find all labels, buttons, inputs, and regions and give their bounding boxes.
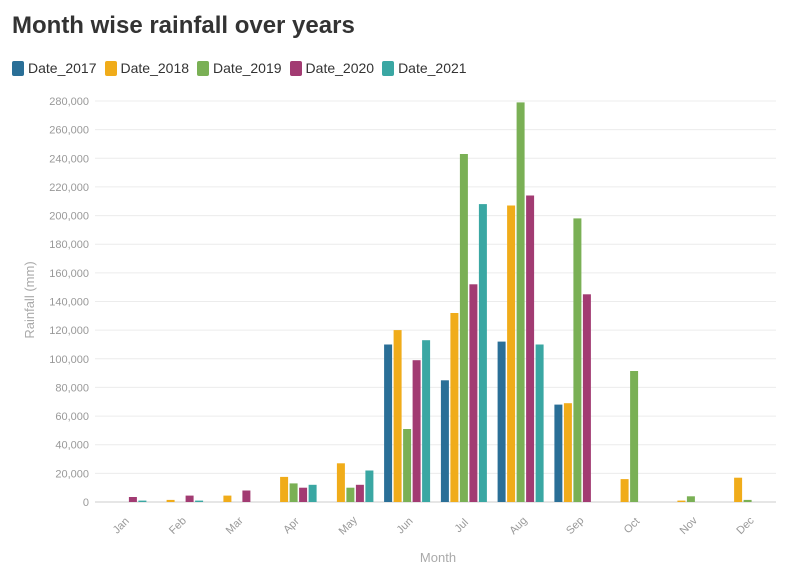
bar-date-2017-aug[interactable] — [497, 341, 506, 502]
bar-date-2020-jan[interactable] — [128, 497, 137, 502]
x-tick-label: Feb — [167, 515, 189, 537]
x-tick-label: Aug — [507, 515, 529, 537]
x-tick-label: Apr — [281, 515, 302, 536]
legend-label: Date_2020 — [305, 60, 375, 76]
bar-date-2018-sep[interactable] — [563, 403, 572, 502]
x-tick-label: Oct — [622, 516, 643, 537]
legend-label: Date_2017 — [28, 60, 97, 76]
bar-date-2020-may[interactable] — [355, 484, 364, 502]
legend-item[interactable]: Date_2017 — [12, 60, 97, 76]
bar-date-2018-nov[interactable] — [677, 500, 686, 502]
legend-swatch — [12, 60, 24, 76]
bar-date-2021-aug[interactable] — [535, 344, 544, 503]
y-tick-label: 260,000 — [49, 125, 89, 137]
y-tick-label: 280,000 — [49, 96, 89, 108]
legend-item[interactable]: Date_2021 — [382, 60, 467, 76]
bar-date-2018-dec[interactable] — [734, 477, 743, 502]
bar-date-2020-apr[interactable] — [299, 487, 308, 502]
chart-title: Month wise rainfall over years — [12, 12, 355, 39]
bar-date-2019-oct[interactable] — [630, 371, 639, 502]
legend-swatch — [289, 60, 302, 76]
y-axis-ticks: 0 20,000 40,000 60,000 80,000 100,000 120,000 1… — [49, 96, 89, 509]
bar-date-2020-mar[interactable] — [242, 490, 251, 503]
bar-date-2018-mar[interactable] — [223, 495, 232, 502]
bar-date-2018-feb[interactable] — [166, 499, 175, 502]
bar-date-2019-aug[interactable] — [516, 102, 525, 503]
y-tick-label: 220,000 — [49, 182, 89, 194]
bar-date-2021-jan[interactable] — [138, 500, 147, 502]
y-tick-label: 240,000 — [49, 153, 89, 165]
bar-date-2019-may[interactable] — [346, 487, 355, 502]
bar-date-2018-apr[interactable] — [280, 476, 289, 502]
y-tick-label: 140,000 — [49, 297, 89, 309]
bar-date-2018-jul[interactable] — [450, 313, 459, 502]
y-tick-label: 160,000 — [49, 268, 89, 280]
legend-item[interactable]: Date_2019 — [197, 60, 282, 76]
bar-date-2019-sep[interactable] — [573, 218, 582, 502]
legend-label: Date_2019 — [213, 60, 282, 76]
bars — [128, 102, 752, 503]
bar-date-2021-feb[interactable] — [195, 500, 204, 502]
bar-date-2020-aug[interactable] — [526, 195, 535, 503]
legend-item[interactable]: Date_2018 — [104, 60, 190, 76]
y-tick-label: 200,000 — [49, 211, 89, 223]
bar-date-2021-may[interactable] — [365, 470, 374, 503]
y-tick-label: 20,000 — [55, 468, 89, 480]
x-axis-ticks: Jan Feb Mar Apr May Jun Jul Aug Sep Oct Nov Dec — [111, 514, 757, 538]
bar-date-2017-sep[interactable] — [554, 404, 563, 502]
bar-date-2019-dec[interactable] — [743, 499, 752, 502]
legend-swatch — [104, 60, 117, 76]
bar-date-2020-sep[interactable] — [582, 294, 591, 502]
x-tick-label: Sep — [564, 515, 586, 537]
bar-date-2020-feb[interactable] — [185, 495, 194, 502]
y-tick-label: 120,000 — [49, 325, 89, 337]
x-tick-label: Jan — [111, 515, 132, 536]
bar-date-2021-apr[interactable] — [308, 484, 317, 502]
legend-swatch — [197, 60, 210, 76]
legend-swatch — [382, 60, 395, 76]
bar-date-2018-aug[interactable] — [507, 205, 516, 503]
bar-date-2018-may[interactable] — [336, 463, 345, 502]
bar-date-2017-jun[interactable] — [384, 344, 393, 503]
x-tick-label: Dec — [734, 514, 757, 537]
bar-date-2018-oct[interactable] — [620, 479, 629, 502]
bar-date-2017-jul[interactable] — [440, 380, 449, 502]
bar-date-2020-jun[interactable] — [412, 360, 421, 502]
x-tick-label: Nov — [678, 514, 701, 537]
x-tick-label: Jun — [394, 515, 415, 536]
bar-date-2019-nov[interactable] — [686, 496, 695, 502]
bar-date-2019-jul[interactable] — [459, 154, 468, 502]
y-tick-label: 80,000 — [55, 382, 89, 394]
gridlines — [95, 100, 776, 503]
legend: Date_2017 Date_2018 Date_2019 Date_2020 … — [12, 60, 467, 76]
y-tick-label: 0 — [83, 497, 89, 509]
x-tick-label: Jul — [453, 517, 471, 535]
bar-date-2019-apr[interactable] — [289, 483, 298, 502]
bar-date-2021-jul[interactable] — [478, 204, 487, 502]
y-tick-label: 60,000 — [55, 411, 89, 423]
legend-label: Date_2018 — [120, 60, 190, 76]
bar-date-2018-jun[interactable] — [393, 330, 402, 502]
x-tick-label: Mar — [224, 515, 246, 537]
bar-date-2019-jun[interactable] — [403, 429, 412, 502]
y-tick-label: 180,000 — [49, 239, 89, 251]
x-tick-label: May — [337, 514, 361, 538]
y-tick-label: 40,000 — [55, 440, 89, 452]
y-axis-title: Rainfall (mm) — [22, 261, 37, 338]
bar-date-2020-jul[interactable] — [469, 284, 478, 502]
x-axis-title: Month — [420, 550, 456, 565]
legend-item[interactable]: Date_2020 — [289, 60, 375, 76]
y-tick-label: 100,000 — [49, 354, 89, 366]
legend-label: Date_2021 — [398, 60, 467, 76]
bar-date-2021-jun[interactable] — [422, 340, 431, 502]
